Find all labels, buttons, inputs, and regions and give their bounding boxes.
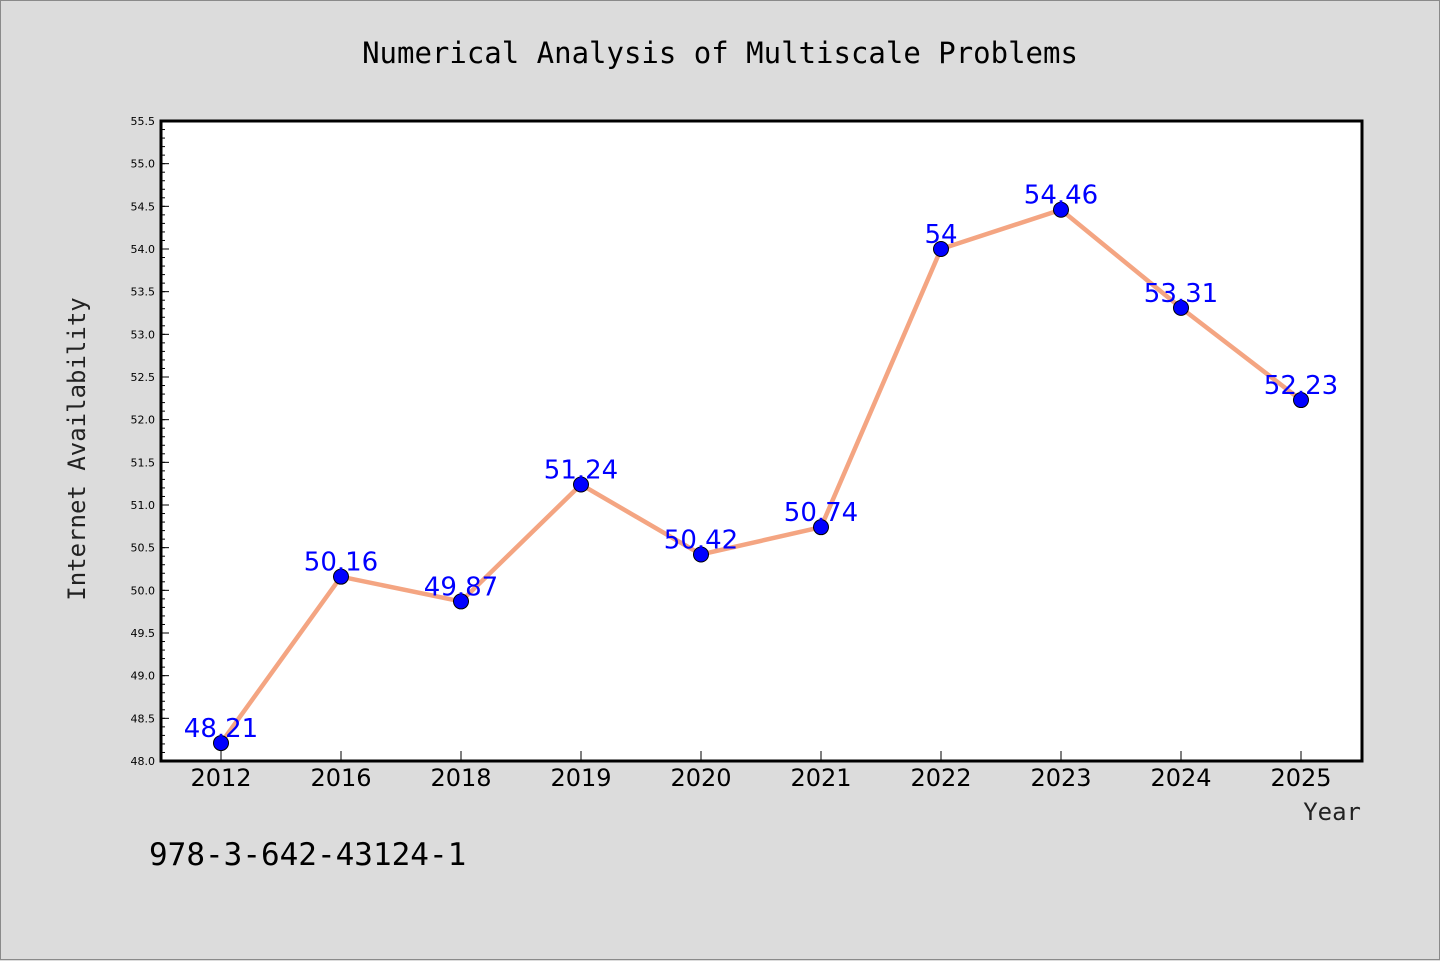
y-tick-label: 53.0: [131, 328, 156, 341]
data-labels: 48.21 50.16 49.87 51.24 50.42 50.74 54 54.46 53.…: [184, 181, 1338, 744]
data-label: 48.21: [184, 714, 258, 744]
data-point: [933, 241, 949, 257]
data-label: 49.87: [424, 572, 498, 602]
y-tick-label: 52.0: [131, 414, 156, 427]
y-tick-label: 49.0: [131, 670, 156, 683]
y-tick-label: 55.5: [131, 115, 156, 128]
y-tick-label: 50.0: [131, 584, 156, 597]
x-tick-label: 2024: [1150, 764, 1211, 792]
y-axis-label: Internet Availability: [63, 297, 91, 600]
data-label: 53.31: [1144, 279, 1218, 309]
x-tick-label: 2018: [430, 764, 491, 792]
x-tick-label: 2016: [310, 764, 371, 792]
x-tick-label: 2021: [790, 764, 851, 792]
data-point: [1173, 299, 1189, 316]
y-tick-label: 49.5: [131, 627, 156, 640]
x-axis-ticks: 2012 2016 2018 2019 2020 2021 2022 2023 2024 2025: [190, 751, 1332, 792]
data-label: 50.74: [784, 498, 858, 528]
x-axis-label: Year: [1303, 798, 1361, 826]
data-label: 50.42: [664, 525, 738, 555]
x-tick-label: 2012: [190, 764, 251, 792]
data-point: [693, 546, 709, 563]
y-tick-label: 48.5: [131, 712, 156, 725]
series-line: [218, 207, 1304, 746]
data-label: 54.46: [1024, 181, 1098, 211]
plot-area: [161, 121, 1362, 761]
data-point: [1293, 392, 1309, 409]
data-point: [333, 568, 349, 585]
data-label: 52.23: [1264, 371, 1338, 401]
plot-frame: [159, 119, 1364, 763]
data-label: 51.24: [544, 456, 618, 486]
data-label: 50.16: [304, 548, 378, 578]
x-tick-label: 2020: [670, 764, 731, 792]
y-tick-label: 48.0: [131, 755, 156, 768]
x-tick-label: 2023: [1030, 764, 1091, 792]
isbn-text: 978-3-642-43124-1: [149, 837, 466, 873]
data-point: [213, 735, 229, 752]
data-point: [813, 519, 829, 536]
x-tick-label: 2022: [910, 764, 971, 792]
data-point: [453, 593, 469, 610]
y-tick-label: 55.0: [131, 158, 156, 171]
y-tick-label: 50.5: [131, 542, 156, 555]
y-tick-label: 54.5: [131, 200, 156, 213]
data-point: [573, 476, 589, 493]
series-markers: [213, 201, 1309, 752]
data-point: [1053, 201, 1069, 218]
x-tick-label: 2025: [1270, 764, 1331, 792]
y-tick-label: 53.5: [131, 286, 156, 299]
x-tick-label: 2019: [550, 764, 611, 792]
y-tick-label: 54.0: [131, 243, 156, 256]
data-label: 54: [924, 220, 957, 250]
y-axis-ticks: 48.0 48.5 49.0 49.5 50.0 50.5 51.0 51.5 52.0 52.5…: [131, 115, 169, 768]
y-tick-label: 51.5: [131, 456, 156, 469]
y-tick-label: 51.0: [131, 499, 156, 512]
y-tick-label: 52.5: [131, 371, 156, 384]
chart-title: Numerical Analysis of Multiscale Problem…: [362, 36, 1078, 70]
